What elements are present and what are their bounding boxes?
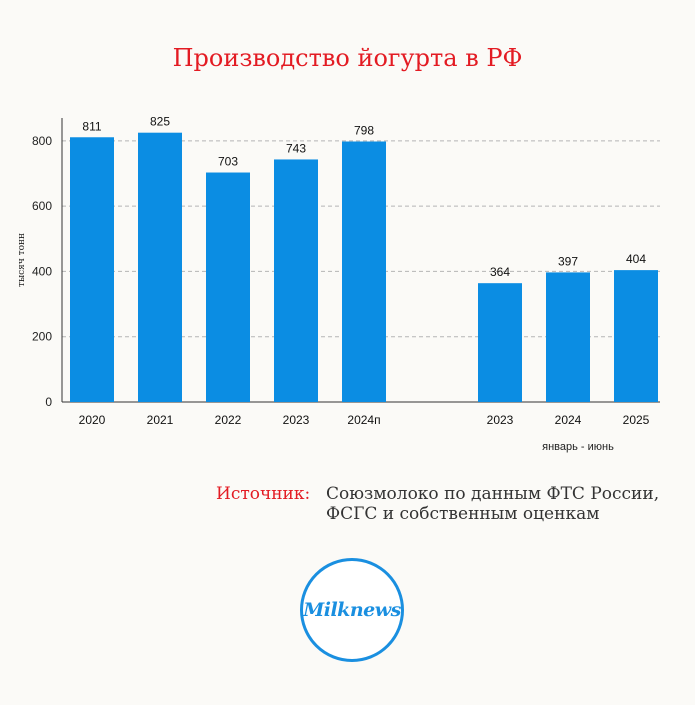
source-label: Источник: xyxy=(216,484,311,504)
data-label: 404 xyxy=(626,252,646,266)
x-tick-label: 2025 xyxy=(623,413,650,427)
group-label: январь - июнь xyxy=(542,441,614,453)
data-label: 703 xyxy=(218,155,238,169)
bar xyxy=(342,141,386,402)
data-label: 825 xyxy=(150,115,170,129)
chart-title: Производство йогурта в РФ xyxy=(172,44,523,72)
source-text-line-1: Союзмолоко по данным ФТС России, xyxy=(326,484,660,504)
source-note: Источник: Союзмолоко по данным ФТС Росси… xyxy=(216,484,659,524)
data-label: 798 xyxy=(354,124,374,138)
data-label: 743 xyxy=(286,141,306,155)
milknews-logo: Milknews xyxy=(300,558,404,662)
bar xyxy=(274,159,318,402)
bar-chart: 0 200 400 600 800 тысяч тонн 811 2020 825 2021 703… xyxy=(17,115,660,453)
data-label: 364 xyxy=(490,265,510,279)
x-tick-label: 2023 xyxy=(487,413,514,427)
x-tick-label: 2023 xyxy=(283,413,310,427)
y-tick-label: 400 xyxy=(32,264,52,278)
y-tick-label: 0 xyxy=(45,395,52,409)
bar xyxy=(614,270,658,402)
bar xyxy=(546,272,590,402)
data-label: 811 xyxy=(82,119,101,133)
y-tick-label: 600 xyxy=(32,199,52,213)
source-text-line-2: ФСГС и собственным оценкам xyxy=(326,504,600,524)
logo-text: Milknews xyxy=(303,599,401,621)
bar xyxy=(138,132,182,403)
bar xyxy=(206,172,250,402)
y-tick-label: 200 xyxy=(32,330,52,344)
x-tick-label: 2021 xyxy=(147,413,174,427)
y-axis-label: тысяч тонн xyxy=(17,233,27,287)
x-tick-label: 2024 xyxy=(555,413,582,427)
y-tick-label: 800 xyxy=(32,134,52,148)
x-tick-label: 2020 xyxy=(79,413,106,427)
source-text: Союзмолоко по данным ФТС России, ФСГС и … xyxy=(326,484,659,524)
bar xyxy=(478,283,522,402)
bar xyxy=(70,137,114,402)
x-tick-label: 2022 xyxy=(215,413,242,427)
x-tick-label: 2024п xyxy=(347,413,380,427)
data-label: 397 xyxy=(558,254,578,268)
